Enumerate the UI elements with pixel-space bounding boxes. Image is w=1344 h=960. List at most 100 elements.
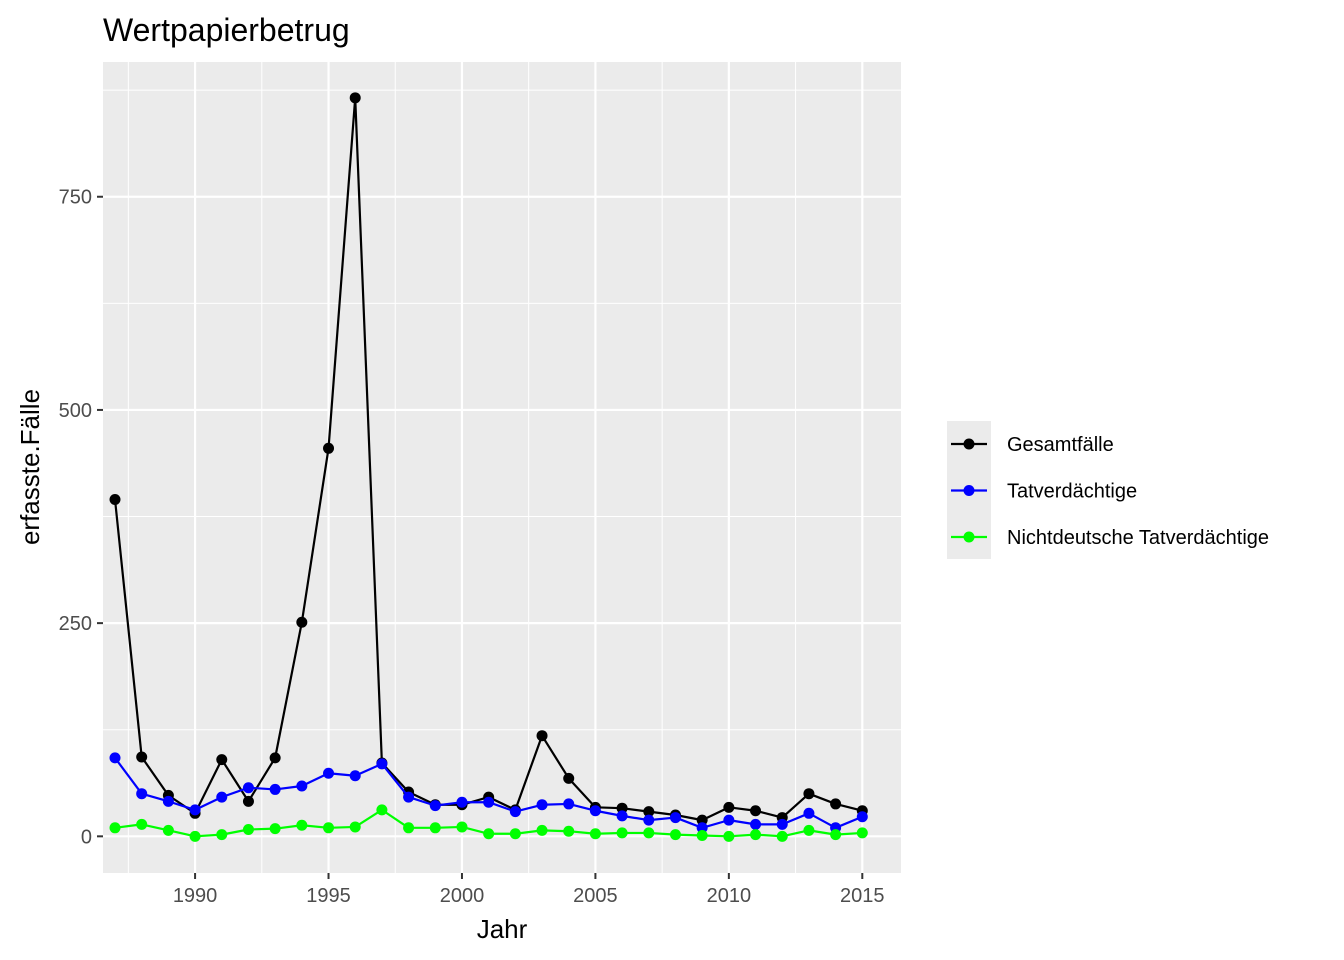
- data-point: [296, 819, 308, 831]
- data-point: [803, 807, 815, 819]
- data-point: [723, 830, 735, 842]
- data-point: [269, 752, 281, 764]
- data-point: [536, 799, 548, 811]
- data-point: [589, 805, 601, 817]
- data-point: [136, 751, 148, 763]
- data-point: [429, 822, 441, 834]
- legend-label: Nichtdeutsche Tatverdächtige: [1007, 527, 1269, 549]
- x-tick-label: 2015: [840, 885, 885, 907]
- series-2: [109, 752, 868, 834]
- chart-title: Wertpapierbetrug: [103, 12, 350, 48]
- series-layer: [109, 92, 868, 842]
- data-point: [750, 818, 762, 830]
- series-3: [109, 804, 868, 842]
- data-point: [750, 829, 762, 841]
- data-point: [349, 92, 361, 104]
- y-tick-label: 750: [59, 187, 92, 209]
- y-tick-label: 0: [81, 826, 92, 848]
- data-point: [216, 791, 228, 803]
- x-axis: 1990 1995 2000 2005 2010 2015: [173, 873, 885, 907]
- legend-item: Tatverdächtige: [951, 481, 1137, 503]
- data-point: [776, 830, 788, 842]
- data-point: [242, 782, 254, 794]
- data-point: [216, 754, 228, 766]
- data-point: [269, 783, 281, 795]
- data-point: [109, 493, 121, 505]
- x-tick-label: 2005: [573, 885, 618, 907]
- data-point: [483, 828, 495, 840]
- data-point: [429, 800, 441, 812]
- data-point: [616, 827, 628, 839]
- data-point: [723, 814, 735, 826]
- x-tick-label: 2010: [707, 885, 752, 907]
- y-axis: 0 250 500 750: [59, 187, 103, 848]
- y-tick-label: 250: [59, 613, 92, 635]
- data-point: [830, 829, 842, 841]
- data-point: [803, 824, 815, 836]
- data-point: [830, 798, 842, 810]
- data-point: [376, 758, 388, 770]
- legend-key-point: [963, 438, 975, 450]
- major-gridlines: [103, 62, 901, 873]
- plot-panel: [103, 62, 901, 873]
- data-point: [509, 828, 521, 840]
- data-point: [323, 442, 335, 454]
- data-point: [563, 825, 575, 837]
- data-point: [216, 829, 228, 841]
- data-point: [536, 824, 548, 836]
- data-point: [349, 770, 361, 782]
- data-point: [696, 814, 708, 826]
- data-point: [803, 788, 815, 800]
- legend-key-point: [963, 485, 975, 496]
- data-point: [349, 821, 361, 833]
- legend: Gesamtfälle Tatverdächtige Nichtdeutsche T…: [947, 421, 1269, 559]
- y-tick-label: 500: [59, 400, 92, 422]
- y-axis-title: erfasste.Fälle: [15, 389, 45, 545]
- data-point: [109, 752, 121, 764]
- data-point: [323, 822, 335, 834]
- data-point: [296, 780, 308, 792]
- data-point: [162, 795, 174, 807]
- legend-label: Gesamtfälle: [1007, 434, 1114, 456]
- data-point: [723, 801, 735, 813]
- x-axis-title: Jahr: [477, 914, 528, 944]
- data-point: [242, 795, 254, 807]
- legend-item: Nichtdeutsche Tatverdächtige: [951, 527, 1269, 549]
- data-point: [643, 814, 655, 826]
- data-point: [456, 796, 468, 808]
- data-point: [669, 812, 681, 824]
- data-point: [483, 796, 495, 808]
- data-point: [136, 818, 148, 830]
- data-point: [509, 806, 521, 818]
- data-point: [189, 830, 201, 842]
- legend-item: Gesamtfälle: [951, 434, 1114, 456]
- data-point: [189, 804, 201, 816]
- data-point: [616, 802, 628, 814]
- data-point: [563, 772, 575, 784]
- data-point: [269, 823, 281, 835]
- data-point: [456, 821, 468, 833]
- data-point: [643, 806, 655, 818]
- data-point: [376, 804, 388, 816]
- data-point: [750, 805, 762, 817]
- data-point: [643, 827, 655, 839]
- data-point: [856, 827, 868, 839]
- x-tick-label: 1995: [306, 885, 351, 907]
- data-point: [162, 824, 174, 836]
- data-point: [616, 810, 628, 822]
- data-point: [696, 822, 708, 834]
- data-point: [696, 829, 708, 841]
- data-point: [109, 822, 121, 834]
- data-point: [136, 788, 148, 800]
- data-point: [856, 811, 868, 823]
- data-point: [242, 824, 254, 836]
- data-point: [589, 828, 601, 840]
- data-point: [536, 730, 548, 742]
- data-point: [563, 798, 575, 810]
- legend-key-point: [963, 531, 975, 543]
- data-point: [669, 829, 681, 841]
- data-point: [403, 822, 415, 834]
- data-point: [776, 818, 788, 830]
- data-point: [296, 616, 308, 628]
